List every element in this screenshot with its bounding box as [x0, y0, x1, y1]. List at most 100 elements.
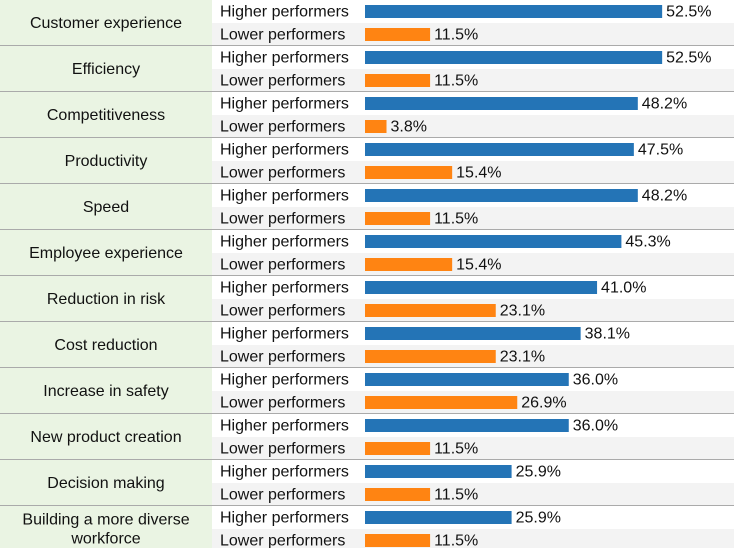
row-stripe — [212, 483, 734, 506]
series-label: Higher performers — [220, 372, 349, 389]
category-label-line: Competitiveness — [47, 107, 165, 124]
bar-value-label: 45.3% — [625, 234, 670, 251]
bar-value-label: 11.5% — [434, 211, 478, 228]
bar-value-label: 25.9% — [516, 464, 561, 481]
series-label: Higher performers — [220, 188, 349, 205]
series-label: Higher performers — [220, 4, 349, 21]
category-label-line: Reduction in risk — [47, 291, 166, 308]
category-label: Customer experience — [30, 15, 182, 32]
row-stripe — [212, 115, 734, 138]
series-label: Higher performers — [220, 326, 349, 343]
series-label: Higher performers — [220, 234, 349, 251]
row-stripe — [212, 207, 734, 230]
bar-value-label: 41.0% — [601, 280, 646, 297]
bar-value-label: 48.2% — [642, 188, 687, 205]
series-label: Lower performers — [220, 27, 345, 44]
category-label: Building a more diverse workforce — [22, 512, 189, 548]
series-label: Lower performers — [220, 119, 345, 136]
bar-value-label: 11.5% — [434, 27, 478, 44]
category-label: Increase in safety — [43, 383, 168, 400]
bar-value-label: 25.9% — [516, 510, 561, 527]
series-label: Lower performers — [220, 395, 345, 412]
category-cell-bg — [0, 414, 212, 460]
bar-value-label: 38.1% — [585, 326, 630, 343]
category-label: Employee experience — [29, 245, 183, 262]
row-stripe — [212, 437, 734, 460]
category-label: Competitiveness — [47, 107, 165, 124]
bar-lower-performers — [365, 534, 431, 547]
bar-lower-performers — [365, 304, 496, 317]
category-label-line: workforce — [70, 531, 140, 548]
bar-value-label: 36.0% — [573, 372, 618, 389]
category-label-line: Efficiency — [72, 61, 140, 78]
row-stripe — [212, 69, 734, 92]
bar-higher-performers — [365, 5, 663, 18]
bar-value-label: 11.5% — [434, 533, 478, 548]
bar-higher-performers — [365, 97, 638, 110]
bar-lower-performers — [365, 120, 387, 133]
bar-value-label: 48.2% — [642, 96, 687, 113]
bar-value-label: 52.5% — [666, 50, 711, 67]
category-cell-bg — [0, 230, 212, 276]
bar-value-label: 11.5% — [434, 73, 478, 90]
bar-lower-performers — [365, 28, 431, 41]
bar-higher-performers — [365, 51, 663, 64]
series-label: Higher performers — [220, 96, 349, 113]
row-stripe — [212, 23, 734, 46]
category-cell-bg — [0, 0, 212, 46]
series-label: Higher performers — [220, 50, 349, 67]
category-label-line: Decision making — [47, 475, 164, 492]
bar-value-label: 15.4% — [456, 257, 501, 274]
bar-value-label: 11.5% — [434, 441, 478, 458]
category-label: Reduction in risk — [47, 291, 166, 308]
series-label: Higher performers — [220, 464, 349, 481]
category-cell-bg — [0, 276, 212, 322]
bar-higher-performers — [365, 419, 569, 432]
bar-lower-performers — [365, 488, 431, 501]
bar-higher-performers — [365, 465, 512, 478]
row-stripe — [212, 529, 734, 548]
bar-lower-performers — [365, 166, 453, 179]
bar-value-label: 15.4% — [456, 165, 501, 182]
category-label: New product creation — [30, 429, 181, 446]
series-label: Higher performers — [220, 280, 349, 297]
category-label-line: Customer experience — [30, 15, 182, 32]
category-label: Cost reduction — [54, 337, 157, 354]
category-label-line: Building a more diverse — [22, 512, 189, 529]
bar-value-label: 36.0% — [573, 418, 618, 435]
series-label: Lower performers — [220, 73, 345, 90]
category-label-line: Speed — [83, 199, 129, 216]
bar-higher-performers — [365, 281, 598, 294]
series-label: Lower performers — [220, 211, 345, 228]
series-label: Higher performers — [220, 142, 349, 159]
bar-value-label: 26.9% — [521, 395, 566, 412]
bar-higher-performers — [365, 235, 622, 248]
bar-higher-performers — [365, 189, 638, 202]
series-label: Lower performers — [220, 303, 345, 320]
bar-lower-performers — [365, 212, 431, 225]
bar-value-label: 23.1% — [500, 303, 545, 320]
bar-higher-performers — [365, 511, 512, 524]
category-label-line: Employee experience — [29, 245, 183, 262]
bar-value-label: 11.5% — [434, 487, 478, 504]
bar-lower-performers — [365, 258, 453, 271]
category-cell-bg — [0, 506, 212, 548]
category-label: Efficiency — [72, 61, 140, 78]
series-label: Higher performers — [220, 418, 349, 435]
category-label-line: New product creation — [30, 429, 181, 446]
series-label: Lower performers — [220, 487, 345, 504]
bar-higher-performers — [365, 327, 581, 340]
category-cell-bg — [0, 184, 212, 230]
category-label-line: Productivity — [65, 153, 148, 170]
bar-value-label: 52.5% — [666, 4, 711, 21]
bar-higher-performers — [365, 143, 634, 156]
bar-higher-performers — [365, 373, 569, 386]
bar-value-label: 47.5% — [638, 142, 683, 159]
bar-lower-performers — [365, 74, 431, 87]
row-stripe — [212, 161, 734, 184]
series-label: Lower performers — [220, 257, 345, 274]
bar-value-label: 3.8% — [391, 119, 427, 136]
series-label: Lower performers — [220, 441, 345, 458]
